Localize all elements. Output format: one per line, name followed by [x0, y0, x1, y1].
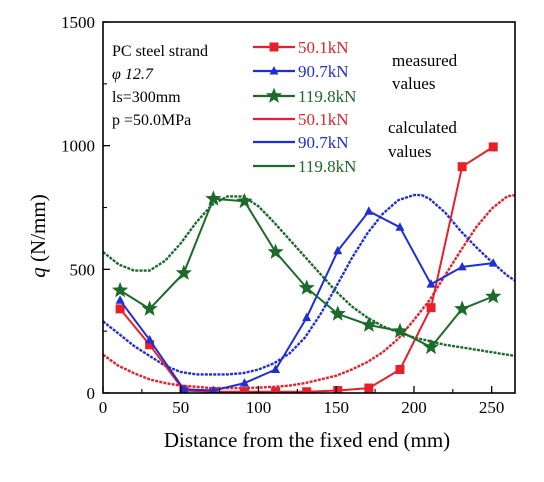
note-calculated-1: calculated	[388, 118, 457, 137]
series-calculated-119.8kN	[103, 195, 515, 358]
y-axis-label: q (N/mm)	[26, 194, 50, 277]
data-point	[175, 264, 192, 280]
series-line	[119, 197, 494, 349]
data-point	[457, 261, 467, 271]
series-line	[103, 193, 515, 390]
y-tick-label: 1500	[61, 13, 95, 32]
x-tick-label: 100	[246, 398, 272, 417]
info-line-2: φ 12.7	[112, 66, 154, 83]
data-point	[426, 303, 436, 313]
data-point	[333, 386, 343, 393]
y-tick-label: 500	[70, 260, 96, 279]
note-calculated-2: values	[388, 142, 431, 161]
series-measured-50.1kN	[115, 142, 498, 393]
legend-marker	[269, 42, 279, 52]
data-point	[426, 279, 436, 288]
info-line-3: ls=300mm	[112, 89, 181, 106]
data-point	[141, 300, 158, 316]
data-point	[360, 316, 377, 332]
series-line	[119, 146, 494, 393]
legend-label: 90.7kN	[298, 62, 349, 81]
specimen-info: PC steel strand φ 12.7 ls=300mm p =50.0M…	[112, 43, 208, 129]
y-tick-label: 1000	[61, 137, 95, 156]
series-line	[103, 193, 515, 376]
series-line	[103, 195, 515, 358]
data-point	[391, 322, 408, 338]
data-point	[485, 288, 502, 304]
legend-item-measured: 119.8kN	[253, 87, 356, 106]
data-point	[271, 387, 281, 393]
legend-label: 119.8kN	[298, 157, 356, 176]
legend: 50.1kN 90.7kN 119.8kN 50.1kN 90.7kN 119.8kN	[253, 38, 356, 176]
data-point	[179, 384, 189, 393]
axis-ticks: 0 50 100 150 200 250 0 500 1000 1500	[61, 13, 504, 417]
legend-item-measured: 50.1kN	[253, 38, 349, 57]
data-point	[239, 378, 249, 387]
data-point	[395, 222, 405, 231]
data-point	[364, 383, 374, 393]
note-measured-1: measured	[392, 51, 458, 70]
x-tick-label: 250	[479, 398, 505, 417]
x-tick-label: 200	[401, 398, 427, 417]
series-measured-119.8kN	[112, 190, 502, 355]
legend-label: 50.1kN	[298, 110, 349, 129]
x-tick-label: 0	[99, 398, 108, 417]
legend-item-calculated: 90.7kN	[253, 133, 349, 152]
data-point	[454, 300, 471, 316]
legend-label: 90.7kN	[298, 133, 349, 152]
data-point	[267, 243, 284, 259]
legend-item-measured: 90.7kN	[253, 62, 349, 81]
data-point	[115, 295, 125, 304]
data-point	[239, 387, 249, 393]
data-point	[423, 338, 440, 355]
data-point	[145, 340, 155, 350]
series-measured-90.7kN	[115, 206, 498, 393]
data-point	[302, 387, 312, 393]
legend-label: 119.8kN	[298, 87, 356, 106]
legend-notes: measured values calculated values	[388, 51, 458, 161]
data-point	[364, 206, 374, 215]
data-point	[488, 142, 498, 152]
data-point	[329, 305, 346, 321]
info-line-4: p =50.0MPa	[112, 112, 191, 129]
data-point	[333, 245, 343, 255]
legend-item-calculated: 50.1kN	[253, 110, 349, 129]
y-tick-label: 0	[87, 384, 96, 403]
data-point	[298, 279, 315, 295]
data-point	[488, 258, 498, 267]
data-point	[112, 281, 129, 298]
series-calculated-90.7kN	[103, 193, 515, 376]
data-point	[271, 364, 281, 374]
data-point	[209, 385, 218, 393]
data-point	[457, 162, 467, 172]
legend-label: 50.1kN	[298, 38, 349, 57]
x-tick-label: 150	[323, 398, 349, 417]
x-tick-label: 50	[172, 398, 189, 417]
note-measured-2: values	[392, 74, 435, 93]
data-point	[205, 190, 222, 206]
data-point	[145, 334, 155, 344]
data-point	[302, 312, 312, 322]
info-line-1: PC steel strand	[112, 43, 208, 60]
series-calculated-50.1kN	[103, 193, 515, 390]
data-point	[115, 304, 125, 314]
data-point	[236, 192, 253, 209]
data-point	[395, 365, 405, 375]
series-line	[119, 210, 494, 392]
x-axis-label: Distance from the fixed end (mm)	[164, 428, 450, 452]
legend-marker	[265, 87, 283, 103]
legend-marker	[269, 66, 279, 75]
plot-area	[103, 142, 515, 393]
legend-item-calculated: 119.8kN	[253, 157, 356, 176]
